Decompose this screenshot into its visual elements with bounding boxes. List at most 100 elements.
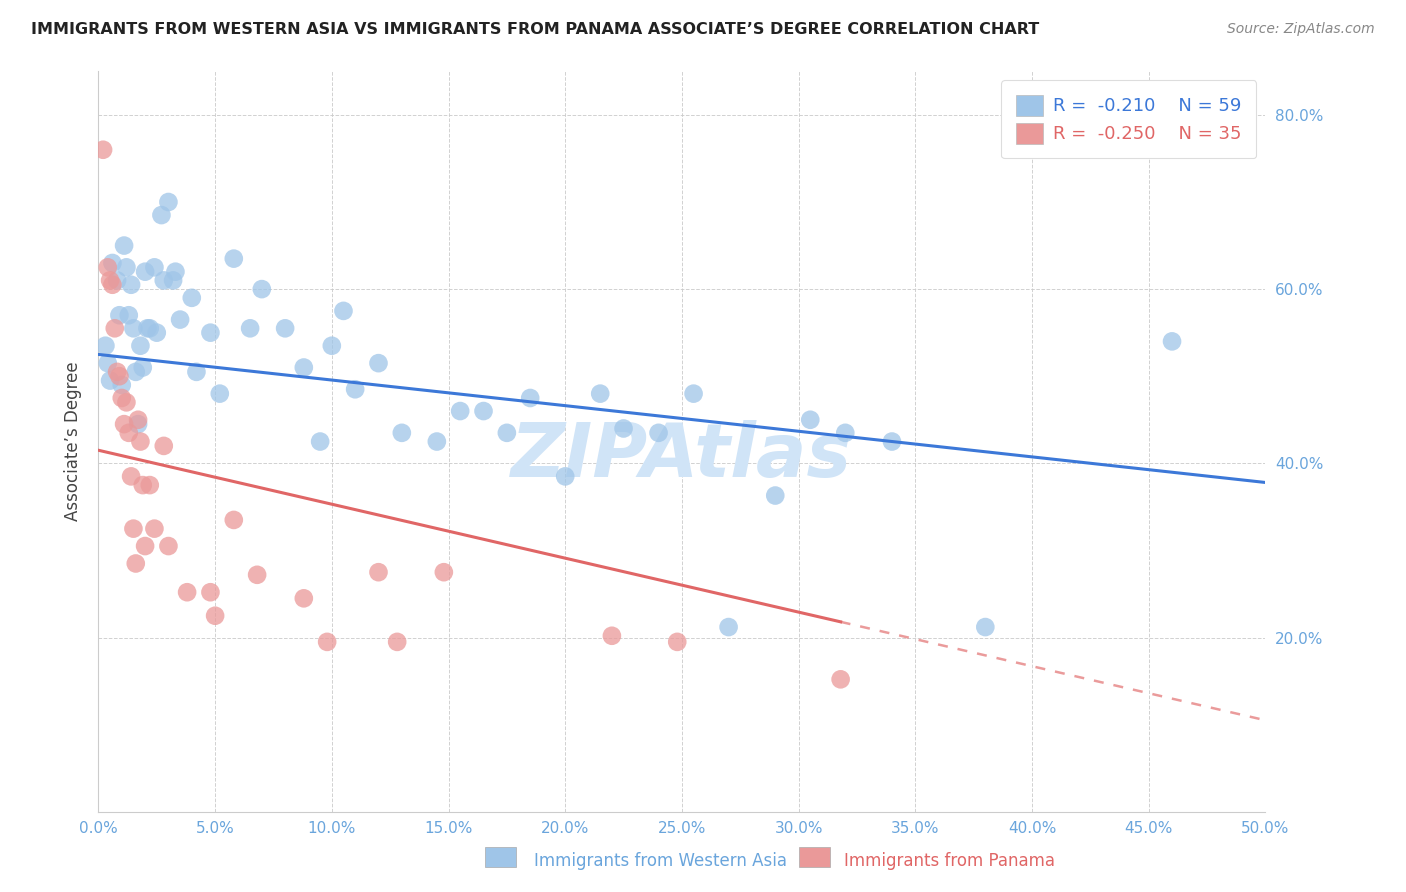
FancyBboxPatch shape xyxy=(799,847,830,867)
Point xyxy=(717,620,740,634)
Point xyxy=(200,326,222,340)
Point xyxy=(426,434,449,449)
Point xyxy=(321,339,343,353)
Point xyxy=(180,291,202,305)
Point xyxy=(472,404,495,418)
Point xyxy=(118,425,141,440)
Point xyxy=(799,413,821,427)
Point xyxy=(186,365,208,379)
Point xyxy=(157,539,180,553)
Point xyxy=(763,489,786,503)
Point xyxy=(682,386,704,401)
Point xyxy=(157,194,180,209)
Point xyxy=(433,565,456,579)
Point xyxy=(974,620,997,634)
Point xyxy=(222,252,245,266)
Point xyxy=(309,434,332,449)
Legend: R =  -0.210    N = 59, R =  -0.250    N = 35: R = -0.210 N = 59, R = -0.250 N = 35 xyxy=(1001,80,1257,158)
Point xyxy=(115,395,138,409)
Point xyxy=(146,326,169,340)
Point xyxy=(111,391,134,405)
Point xyxy=(449,404,471,418)
Point xyxy=(122,321,145,335)
Point xyxy=(239,321,262,335)
Point xyxy=(120,469,142,483)
Point xyxy=(132,478,155,492)
Point xyxy=(152,439,174,453)
Point xyxy=(127,413,149,427)
Point xyxy=(143,260,166,275)
Text: Source: ZipAtlas.com: Source: ZipAtlas.com xyxy=(1227,22,1375,37)
Point xyxy=(129,339,152,353)
Point xyxy=(125,557,148,571)
Point xyxy=(91,143,114,157)
Point xyxy=(120,277,142,292)
Point xyxy=(1161,334,1184,349)
Point xyxy=(554,469,576,483)
Point xyxy=(176,585,198,599)
Point xyxy=(105,365,128,379)
Point xyxy=(97,260,120,275)
Point xyxy=(127,417,149,431)
Point xyxy=(108,369,131,384)
Point xyxy=(105,273,128,287)
Point xyxy=(129,434,152,449)
Text: ZIPAtlas: ZIPAtlas xyxy=(512,420,852,493)
Point xyxy=(98,273,121,287)
Point xyxy=(125,365,148,379)
Text: Immigrants from Panama: Immigrants from Panama xyxy=(844,852,1054,870)
Point xyxy=(830,673,852,687)
Point xyxy=(274,321,297,335)
Point xyxy=(139,321,162,335)
Point xyxy=(165,265,187,279)
Point xyxy=(122,522,145,536)
Point xyxy=(292,591,315,606)
Point xyxy=(316,635,339,649)
Point xyxy=(136,321,159,335)
Point xyxy=(666,635,689,649)
Point xyxy=(222,513,245,527)
Text: Immigrants from Western Asia: Immigrants from Western Asia xyxy=(534,852,787,870)
Point xyxy=(132,360,155,375)
Point xyxy=(97,356,120,370)
FancyBboxPatch shape xyxy=(485,847,516,867)
Point xyxy=(332,304,354,318)
Point xyxy=(200,585,222,599)
Point xyxy=(391,425,413,440)
Point xyxy=(98,374,121,388)
Point xyxy=(152,273,174,287)
Point xyxy=(647,425,669,440)
Point xyxy=(108,308,131,322)
Point xyxy=(246,567,269,582)
Point xyxy=(169,312,191,326)
Point xyxy=(112,417,135,431)
Point xyxy=(292,360,315,375)
Point xyxy=(496,425,519,440)
Point xyxy=(204,608,226,623)
Point xyxy=(101,277,124,292)
Point xyxy=(367,565,389,579)
Point xyxy=(112,238,135,252)
Point xyxy=(834,425,856,440)
Point xyxy=(519,391,541,405)
Point xyxy=(143,522,166,536)
Point xyxy=(139,478,162,492)
Point xyxy=(589,386,612,401)
Point xyxy=(118,308,141,322)
Y-axis label: Associate’s Degree: Associate’s Degree xyxy=(63,362,82,521)
Point xyxy=(111,378,134,392)
Point xyxy=(150,208,173,222)
Point xyxy=(344,382,367,396)
Point xyxy=(600,629,623,643)
Point xyxy=(208,386,231,401)
Point xyxy=(115,260,138,275)
Point xyxy=(250,282,273,296)
Point xyxy=(101,256,124,270)
Point xyxy=(94,339,117,353)
Point xyxy=(367,356,389,370)
Point xyxy=(162,273,184,287)
Point xyxy=(880,434,903,449)
Point xyxy=(613,421,636,435)
Text: IMMIGRANTS FROM WESTERN ASIA VS IMMIGRANTS FROM PANAMA ASSOCIATE’S DEGREE CORREL: IMMIGRANTS FROM WESTERN ASIA VS IMMIGRAN… xyxy=(31,22,1039,37)
Point xyxy=(104,321,127,335)
